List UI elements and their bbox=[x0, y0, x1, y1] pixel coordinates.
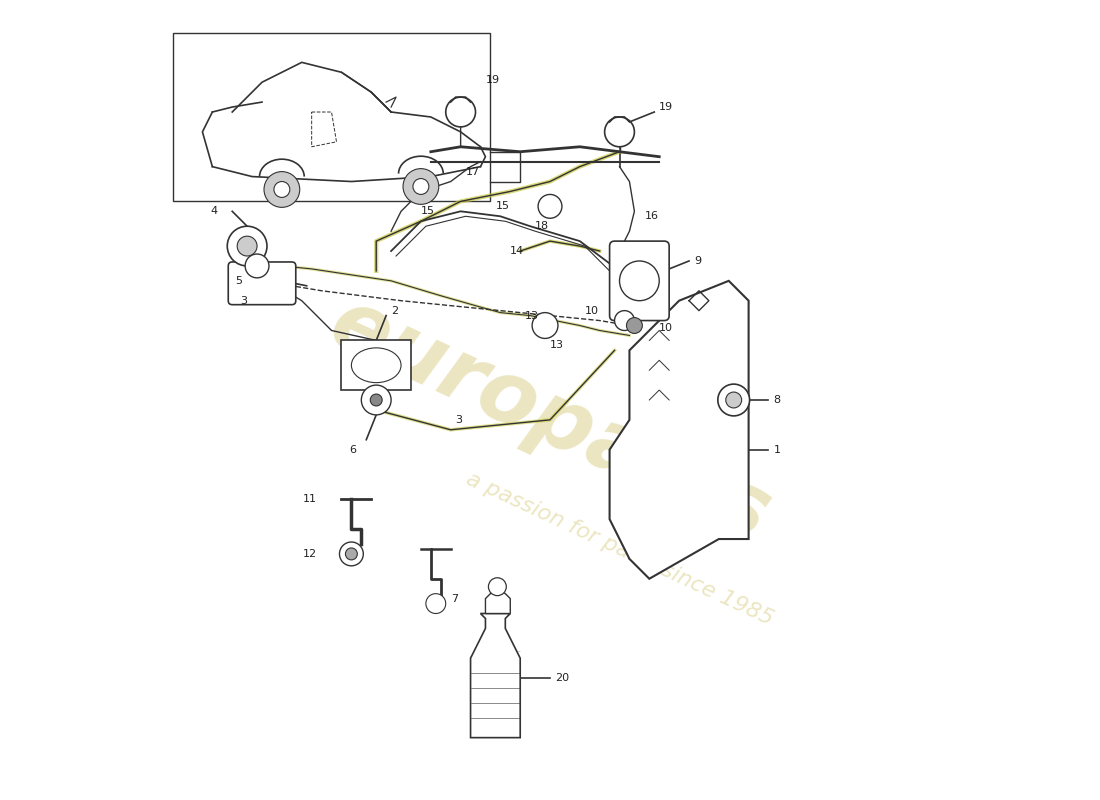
Text: 5: 5 bbox=[235, 276, 242, 286]
Text: 8: 8 bbox=[773, 395, 781, 405]
Text: 1: 1 bbox=[773, 445, 780, 454]
Text: 13: 13 bbox=[550, 340, 564, 350]
Text: a passion for parts since 1985: a passion for parts since 1985 bbox=[463, 469, 777, 629]
Polygon shape bbox=[609, 281, 749, 578]
Circle shape bbox=[345, 548, 358, 560]
Text: 12: 12 bbox=[302, 549, 317, 559]
Text: 18: 18 bbox=[535, 222, 549, 231]
Polygon shape bbox=[485, 590, 510, 614]
Circle shape bbox=[403, 169, 439, 204]
Text: 15: 15 bbox=[495, 202, 509, 211]
Text: 3: 3 bbox=[455, 415, 463, 425]
Text: 3: 3 bbox=[240, 296, 248, 306]
Text: 7: 7 bbox=[451, 594, 458, 604]
Circle shape bbox=[228, 226, 267, 266]
FancyBboxPatch shape bbox=[173, 33, 491, 202]
Circle shape bbox=[274, 182, 289, 198]
Text: 19: 19 bbox=[485, 75, 499, 86]
Ellipse shape bbox=[351, 348, 402, 382]
FancyBboxPatch shape bbox=[341, 341, 411, 390]
Text: 11: 11 bbox=[302, 494, 317, 504]
Circle shape bbox=[446, 97, 475, 127]
Text: 4: 4 bbox=[210, 206, 218, 216]
Text: 20: 20 bbox=[556, 673, 569, 683]
Circle shape bbox=[726, 392, 741, 408]
Text: 2: 2 bbox=[392, 306, 398, 316]
Circle shape bbox=[412, 178, 429, 194]
Text: 15: 15 bbox=[421, 206, 434, 216]
Text: 9: 9 bbox=[694, 256, 701, 266]
Circle shape bbox=[488, 578, 506, 596]
Circle shape bbox=[238, 236, 257, 256]
Text: 14: 14 bbox=[510, 246, 525, 256]
Circle shape bbox=[532, 313, 558, 338]
Circle shape bbox=[371, 394, 382, 406]
Polygon shape bbox=[471, 614, 520, 738]
FancyBboxPatch shape bbox=[229, 262, 296, 305]
Text: 17: 17 bbox=[465, 166, 480, 177]
Text: 10: 10 bbox=[585, 306, 598, 316]
Text: 13: 13 bbox=[525, 310, 539, 321]
Circle shape bbox=[718, 384, 749, 416]
Circle shape bbox=[619, 261, 659, 301]
FancyBboxPatch shape bbox=[609, 241, 669, 321]
Text: europarts: europarts bbox=[317, 282, 783, 558]
Text: 19: 19 bbox=[659, 102, 673, 112]
Circle shape bbox=[615, 310, 635, 330]
Text: 6: 6 bbox=[350, 445, 356, 454]
Circle shape bbox=[426, 594, 446, 614]
Circle shape bbox=[361, 385, 392, 415]
Text: 16: 16 bbox=[645, 211, 658, 222]
Circle shape bbox=[264, 171, 299, 207]
Circle shape bbox=[538, 194, 562, 218]
Circle shape bbox=[340, 542, 363, 566]
Circle shape bbox=[627, 318, 642, 334]
Circle shape bbox=[245, 254, 270, 278]
Text: 10: 10 bbox=[659, 323, 673, 334]
Circle shape bbox=[605, 117, 635, 146]
